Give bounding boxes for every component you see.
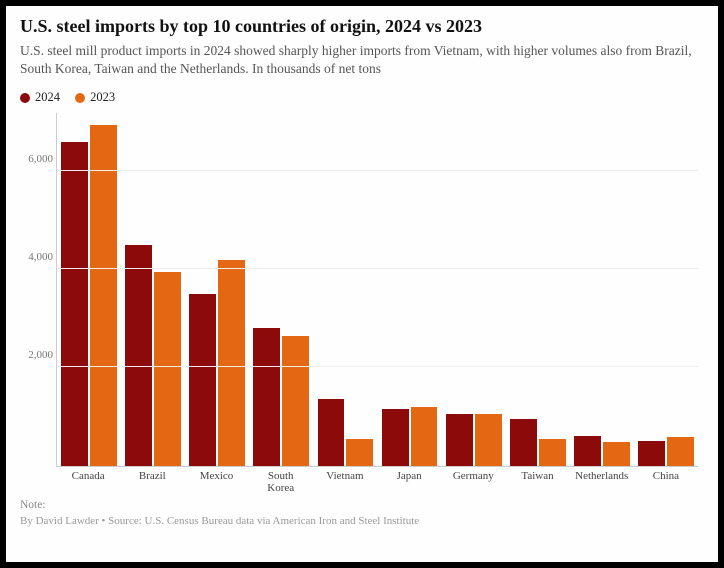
bar (218, 260, 245, 466)
gridline (57, 366, 698, 367)
bar (154, 272, 181, 466)
bar-group (506, 113, 570, 466)
bar (510, 419, 537, 466)
legend-label-2024: 2024 (35, 90, 60, 105)
bar-group (442, 113, 506, 466)
x-axis-labels: CanadaBrazilMexicoSouthKoreaVietnamJapan… (56, 467, 698, 493)
bar (382, 409, 409, 465)
bar-group (377, 113, 441, 466)
x-tick-label: Netherlands (570, 467, 634, 493)
byline: By David Lawder • Source: U.S. Census Bu… (20, 515, 704, 527)
x-tick-label: Canada (56, 467, 120, 493)
chart-subtitle: U.S. steel mill product imports in 2024 … (20, 42, 704, 78)
x-tick-label: Germany (441, 467, 505, 493)
bar-groups (57, 113, 698, 466)
legend-swatch-2024 (20, 93, 30, 103)
bar-group (185, 113, 249, 466)
x-tick-label: SouthKorea (249, 467, 313, 493)
legend-swatch-2023 (75, 93, 85, 103)
bar-group (634, 113, 698, 466)
chart-area: 2,0004,0006,000 CanadaBrazilMexicoSouthK… (20, 113, 704, 493)
bar-group (313, 113, 377, 466)
legend-label-2023: 2023 (90, 90, 115, 105)
bar-group (57, 113, 121, 466)
legend-item-2023: 2023 (75, 90, 115, 105)
bar (574, 436, 601, 465)
bar (253, 328, 280, 465)
chart-card: U.S. steel imports by top 10 countries o… (6, 6, 718, 562)
bar-group (249, 113, 313, 466)
legend: 2024 2023 (20, 90, 704, 107)
bar (90, 125, 117, 466)
chart-title: U.S. steel imports by top 10 countries o… (20, 16, 704, 38)
bar (318, 399, 345, 465)
gridline (57, 170, 698, 171)
x-tick-label: China (634, 467, 698, 493)
x-tick-label: Taiwan (505, 467, 569, 493)
bar (346, 439, 373, 466)
legend-item-2024: 2024 (20, 90, 60, 105)
bar (125, 245, 152, 466)
gridline (57, 268, 698, 269)
page: U.S. steel imports by top 10 countries o… (0, 0, 724, 568)
x-tick-label: Vietnam (313, 467, 377, 493)
bar (411, 407, 438, 466)
y-tick-label: 4,000 (21, 251, 53, 263)
x-tick-label: Japan (377, 467, 441, 493)
plot-area: 2,0004,0006,000 (56, 113, 698, 467)
bar (475, 414, 502, 465)
x-tick-label: Mexico (184, 467, 248, 493)
bar-group (570, 113, 634, 466)
y-tick-label: 6,000 (21, 153, 53, 165)
bar (667, 437, 694, 465)
bar (189, 294, 216, 466)
bar (282, 336, 309, 466)
y-tick-label: 2,000 (21, 349, 53, 361)
bar (446, 414, 473, 465)
note-label: Note: (20, 499, 704, 511)
bar (61, 142, 88, 466)
x-tick-label: Brazil (120, 467, 184, 493)
bar (603, 442, 630, 466)
bar (539, 439, 566, 466)
bar (638, 441, 665, 466)
bar-group (121, 113, 185, 466)
